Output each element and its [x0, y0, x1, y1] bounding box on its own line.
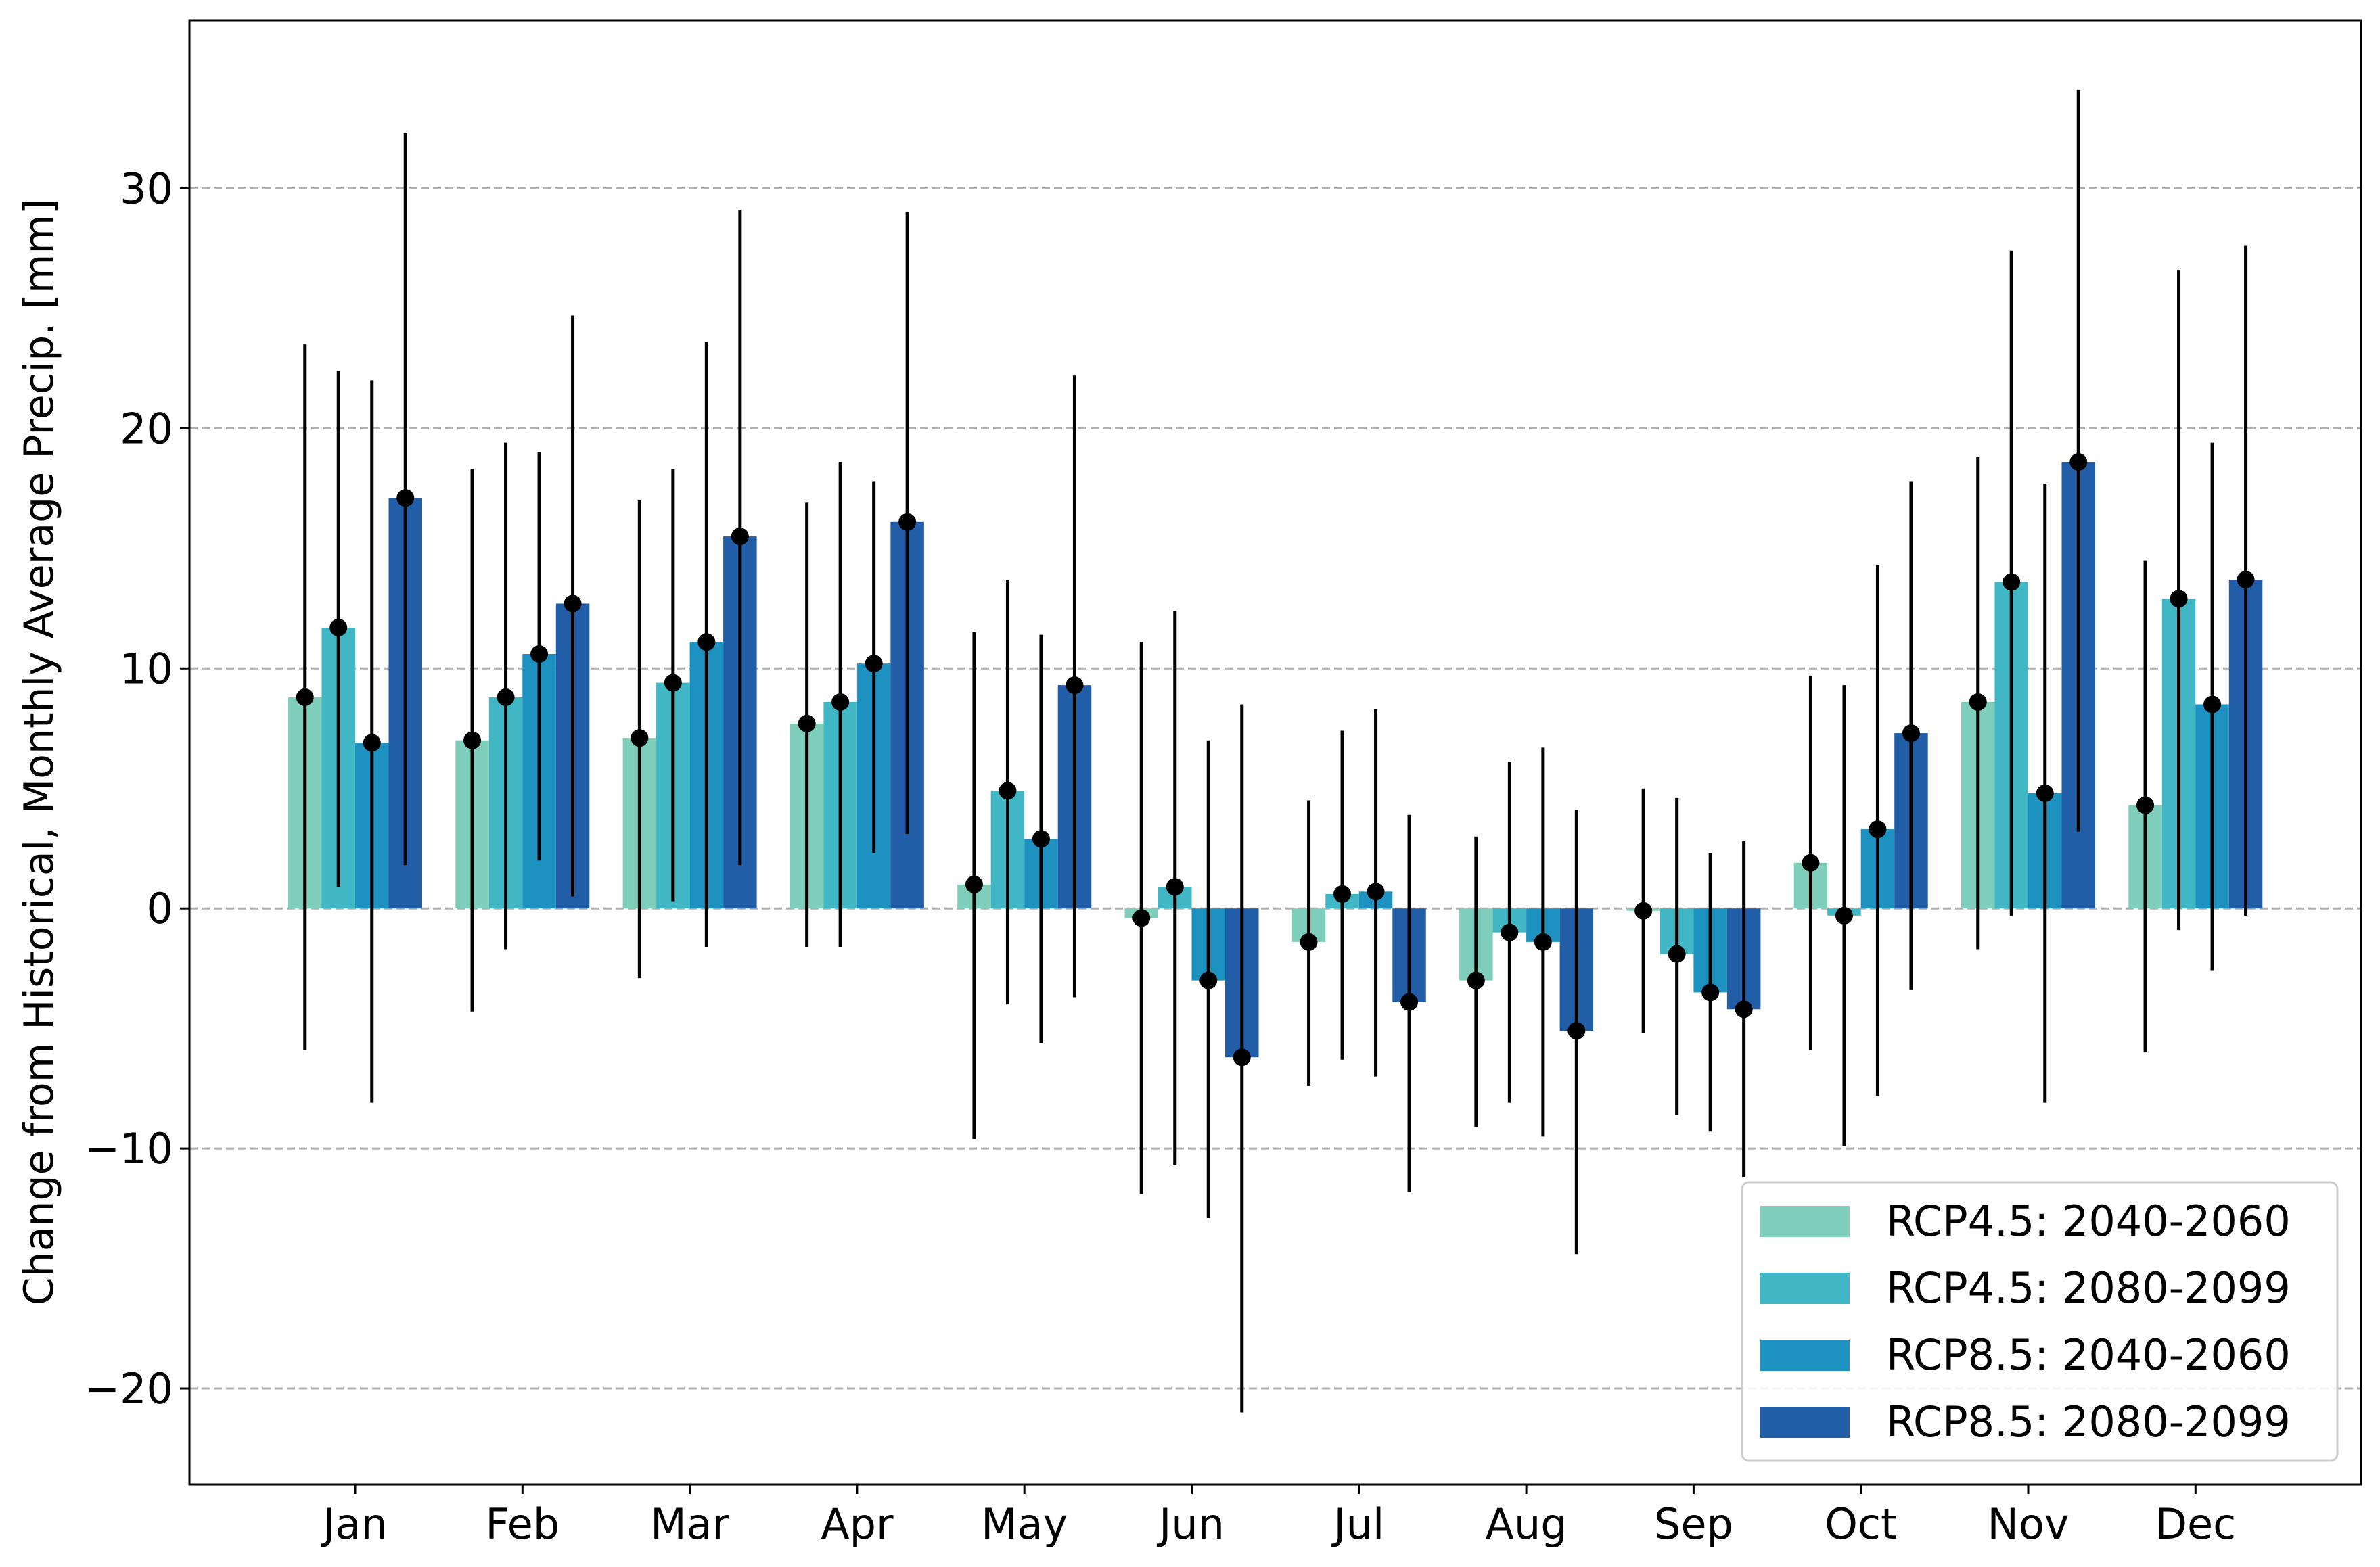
mean-point-s2-aug: [1501, 923, 1519, 941]
mean-point-s2-jan: [329, 618, 348, 636]
mean-point-s3-nov: [2036, 784, 2054, 802]
mean-point-s3-jan: [363, 734, 381, 752]
y-tick-label: 10: [120, 644, 173, 693]
x-tick-label-dec: Dec: [2155, 1499, 2236, 1549]
mean-point-s1-jul: [1300, 933, 1318, 951]
legend-label: RCP8.5: 2040-2060: [1886, 1330, 2291, 1380]
mean-point-s1-nov: [1969, 693, 1987, 711]
mean-point-s4-jul: [1400, 993, 1419, 1011]
mean-point-s1-aug: [1467, 971, 1485, 989]
mean-point-s4-dec: [2237, 570, 2255, 588]
y-tick-label: −10: [85, 1124, 173, 1173]
x-tick-label-sep: Sep: [1654, 1499, 1733, 1549]
mean-point-s3-jun: [1199, 971, 1218, 989]
mean-point-s3-apr: [865, 655, 883, 673]
mean-point-s4-feb: [564, 594, 582, 613]
mean-point-s1-dec: [2136, 796, 2155, 814]
x-tick-label-jun: Jun: [1156, 1499, 1225, 1549]
mean-point-s3-feb: [530, 645, 549, 663]
mean-point-s1-mar: [631, 729, 649, 747]
legend-label: RCP4.5: 2040-2060: [1886, 1196, 2291, 1246]
y-axis: −20 −10 0 10 20 30: [85, 164, 189, 1413]
x-tick-label-may: May: [981, 1499, 1068, 1549]
mean-point-s2-may: [999, 782, 1017, 800]
mean-point-s2-mar: [664, 674, 682, 692]
mean-point-s4-jan: [396, 489, 415, 507]
x-tick-label-mar: Mar: [650, 1499, 729, 1549]
mean-point-s2-jun: [1166, 878, 1184, 896]
mean-point-s1-jan: [296, 688, 314, 706]
x-tick-label-feb: Feb: [485, 1499, 559, 1549]
mean-point-s2-feb: [497, 688, 515, 706]
y-tick-label: −20: [85, 1364, 173, 1413]
mean-point-s2-sep: [1668, 945, 1686, 963]
legend-swatch: [1760, 1206, 1850, 1237]
x-tick-label-jul: Jul: [1331, 1499, 1384, 1549]
mean-point-s3-oct: [1869, 820, 1887, 839]
x-tick-label-oct: Oct: [1825, 1499, 1897, 1549]
mean-point-s4-apr: [898, 513, 917, 531]
mean-point-s4-jun: [1233, 1048, 1251, 1067]
mean-point-s2-dec: [2170, 590, 2188, 608]
legend: RCP4.5: 2040-2060 RCP4.5: 2080-2099 RCP8.5…: [1741, 1181, 2339, 1462]
x-tick-label-aug: Aug: [1486, 1499, 1567, 1549]
mean-point-s1-may: [965, 875, 983, 893]
mean-point-s2-apr: [831, 693, 850, 711]
mean-point-s3-mar: [697, 633, 716, 651]
mean-point-s1-apr: [798, 714, 816, 732]
mean-point-s4-oct: [1902, 724, 1920, 743]
legend-label: RCP4.5: 2080-2099: [1886, 1263, 2291, 1313]
y-axis-label: Change from Historical, Monthly Average …: [16, 199, 63, 1305]
mean-point-s4-may: [1066, 676, 1084, 695]
y-tick-label: 20: [120, 404, 173, 453]
mean-point-s4-sep: [1735, 1000, 1753, 1019]
y-tick-label: 0: [147, 884, 173, 933]
x-tick-label-nov: Nov: [1987, 1499, 2069, 1549]
mean-point-s1-oct: [1802, 853, 1820, 872]
mean-point-s1-jun: [1132, 909, 1151, 927]
legend-swatch: [1760, 1407, 1850, 1438]
mean-points: [296, 453, 2255, 1067]
x-tick-label-jan: Jan: [320, 1499, 388, 1549]
mean-point-s4-nov: [2069, 453, 2088, 471]
mean-point-s2-jul: [1333, 885, 1352, 903]
mean-point-s3-aug: [1534, 933, 1552, 951]
y-tick-label: 30: [120, 164, 173, 213]
mean-point-s1-sep: [1634, 902, 1653, 920]
mean-point-s3-may: [1032, 830, 1050, 848]
legend-swatch: [1760, 1340, 1850, 1371]
legend-box: [1741, 1181, 2339, 1462]
mean-point-s3-sep: [1701, 983, 1720, 1002]
mean-point-s4-mar: [731, 528, 749, 546]
x-axis: Jan Feb Mar Apr May Jun Jul Aug Sep Oct Nov Dec: [320, 1484, 2236, 1549]
mean-point-s2-nov: [2003, 573, 2021, 591]
legend-swatch: [1760, 1273, 1850, 1304]
mean-point-s3-dec: [2203, 695, 2222, 714]
mean-point-s2-oct: [1835, 906, 1853, 925]
mean-point-s4-aug: [1567, 1022, 1586, 1040]
x-tick-label-apr: Apr: [821, 1499, 894, 1549]
mean-point-s1-feb: [463, 731, 482, 749]
mean-point-s3-jul: [1367, 883, 1385, 901]
plot-frame: [188, 19, 2362, 1486]
legend-label: RCP8.5: 2080-2099: [1886, 1397, 2291, 1447]
